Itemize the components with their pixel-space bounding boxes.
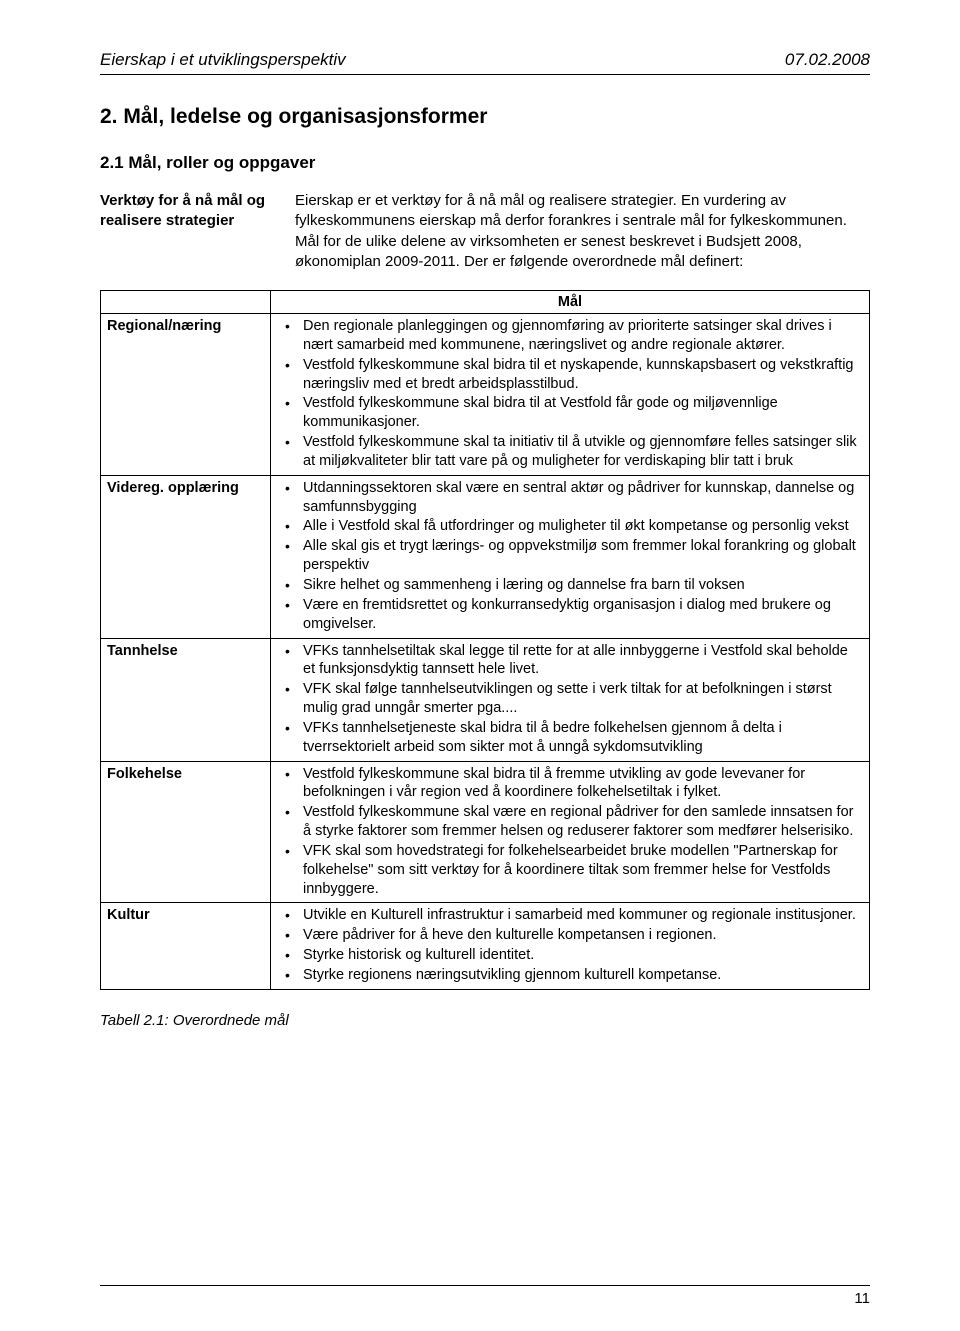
intro-body: Eierskap er et verktøy for å nå mål og r… xyxy=(295,191,870,272)
table-row: TannhelseVFKs tannhelsetiltak skal legge… xyxy=(101,638,870,761)
goal-item: Vestfold fylkeskommune skal være en regi… xyxy=(277,803,863,841)
goal-item: Være pådriver for å heve den kulturelle … xyxy=(277,926,863,945)
goal-item: Styrke regionens næringsutvikling gjenno… xyxy=(277,966,863,985)
table-caption: Tabell 2.1: Overordnede mål xyxy=(100,1012,870,1029)
goals-table: Mål Regional/næringDen regionale planleg… xyxy=(100,290,870,990)
goal-item: VFKs tannhelsetiltak skal legge til rett… xyxy=(277,642,863,680)
table-row: Regional/næringDen regionale planlegging… xyxy=(101,314,870,476)
goal-item: Vestfold fylkeskommune skal bidra til et… xyxy=(277,356,863,394)
goal-item: Vestfold fylkeskommune skal bidra til at… xyxy=(277,394,863,432)
row-label: Regional/næring xyxy=(101,314,271,476)
goal-item: Være en fremtidsrettet og konkurransedyk… xyxy=(277,596,863,634)
goal-item: Utdanningssektoren skal være en sentral … xyxy=(277,479,863,517)
goal-item: Utvikle en Kulturell infrastruktur i sam… xyxy=(277,906,863,925)
goal-item: VFKs tannhelsetjeneste skal bidra til å … xyxy=(277,719,863,757)
row-label: Kultur xyxy=(101,903,271,989)
header-title: Eierskap i et utviklingsperspektiv xyxy=(100,50,346,70)
page-header: Eierskap i et utviklingsperspektiv 07.02… xyxy=(100,50,870,75)
goal-item: VFK skal følge tannhelseutviklingen og s… xyxy=(277,680,863,718)
row-label: Videreg. opplæring xyxy=(101,475,271,638)
table-header-blank xyxy=(101,291,271,314)
goal-item: Vestfold fylkeskommune skal bidra til å … xyxy=(277,765,863,803)
row-label: Tannhelse xyxy=(101,638,271,761)
subsection-heading: 2.1 Mål, roller og oppgaver xyxy=(100,153,870,173)
goal-item: Den regionale planleggingen og gjennomfø… xyxy=(277,317,863,355)
goal-item: Styrke historisk og kulturell identitet. xyxy=(277,946,863,965)
section-heading: 2. Mål, ledelse og organisasjonsformer xyxy=(100,105,870,129)
goal-item: Alle skal gis et trygt lærings- og oppve… xyxy=(277,537,863,575)
table-row: Kultur Utvikle en Kulturell infrastruktur… xyxy=(101,903,870,989)
row-goals: Utvikle en Kulturell infrastruktur i sam… xyxy=(271,903,870,989)
intro-block: Verktøy for å nå mål og realisere strate… xyxy=(100,191,870,272)
row-goals: VFKs tannhelsetiltak skal legge til rett… xyxy=(271,638,870,761)
page-number: 11 xyxy=(100,1285,870,1307)
intro-label: Verktøy for å nå mål og realisere strate… xyxy=(100,191,295,272)
goal-item: Alle i Vestfold skal få utfordringer og … xyxy=(277,517,863,536)
row-label: Folkehelse xyxy=(101,761,271,903)
goal-item: VFK skal som hovedstrategi for folkehels… xyxy=(277,842,863,899)
row-goals: Den regionale planleggingen og gjennomfø… xyxy=(271,314,870,476)
goal-item: Sikre helhet og sammenheng i læring og d… xyxy=(277,576,863,595)
header-date: 07.02.2008 xyxy=(785,50,870,70)
table-header-mal: Mål xyxy=(271,291,870,314)
row-goals: Utdanningssektoren skal være en sentral … xyxy=(271,475,870,638)
table-row: FolkehelseVestfold fylkeskommune skal bi… xyxy=(101,761,870,903)
goal-item: Vestfold fylkeskommune skal ta initiativ… xyxy=(277,433,863,471)
row-goals: Vestfold fylkeskommune skal bidra til å … xyxy=(271,761,870,903)
table-row: Videreg. opplæringUtdanningssektoren ska… xyxy=(101,475,870,638)
